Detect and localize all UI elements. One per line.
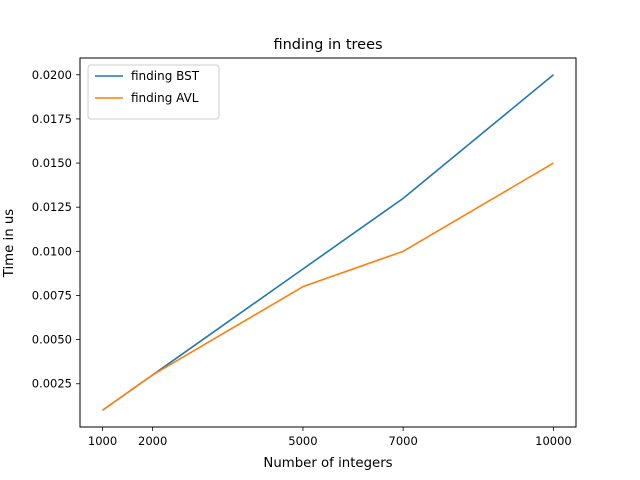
x-tick-label: 10000 (535, 434, 572, 448)
x-tick-label: 2000 (138, 434, 167, 448)
y-tick-label: 0.0100 (32, 244, 72, 258)
y-tick-label: 0.0025 (32, 377, 72, 391)
x-axis-label: Number of integers (263, 456, 392, 471)
y-axis-label: Time in us (2, 209, 17, 279)
legend-label: finding AVL (131, 91, 199, 105)
y-tick-label: 0.0200 (32, 68, 72, 82)
legend-box (87, 64, 220, 120)
y-tick-label: 0.0150 (32, 156, 72, 170)
x-tick-label: 5000 (288, 434, 317, 448)
y-tick-label: 0.0050 (32, 333, 72, 347)
legend-label: finding BST (131, 69, 200, 83)
plot-area: 1000 2000 5000 7000 10000 0.0025 0.0050 0.0075 0… (32, 68, 572, 448)
plot-frame (79, 57, 577, 428)
y-tick-label: 0.0075 (32, 288, 72, 302)
x-tick-label: 7000 (389, 434, 418, 448)
legend: finding BST finding AVL (87, 64, 220, 120)
x-tick-label: 1000 (88, 434, 117, 448)
chart-title: finding in trees (273, 37, 382, 53)
y-tick-label: 0.0125 (32, 200, 72, 214)
y-tick-label: 0.0175 (32, 112, 72, 126)
